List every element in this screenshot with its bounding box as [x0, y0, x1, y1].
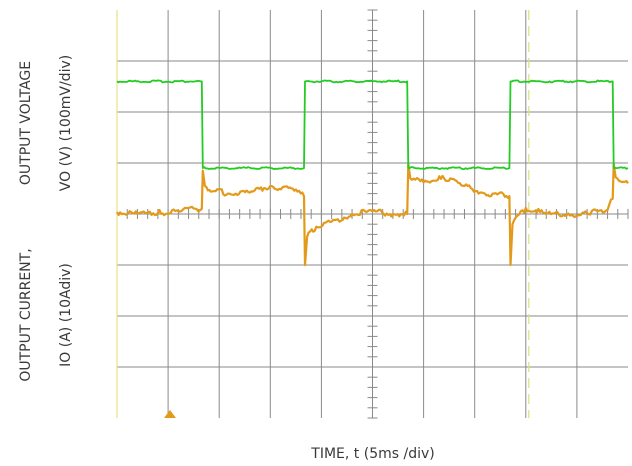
y-axis-label-bottom: OUTPUT CURRENT,	[18, 248, 34, 381]
voltage-trace	[116, 162, 629, 267]
traces	[116, 79, 629, 267]
current-trace	[116, 79, 629, 170]
y-axis-label-bottom-units: IO (A) (10Adiv)	[58, 263, 74, 367]
x-axis-label: TIME, t (5ms /div)	[310, 446, 434, 462]
trigger-marker	[164, 410, 176, 418]
y-axis-label-top-units: VO (V) (100mV/div)	[58, 55, 74, 191]
y-axis-label-top: OUTPUT VOLTAGE	[18, 61, 34, 185]
